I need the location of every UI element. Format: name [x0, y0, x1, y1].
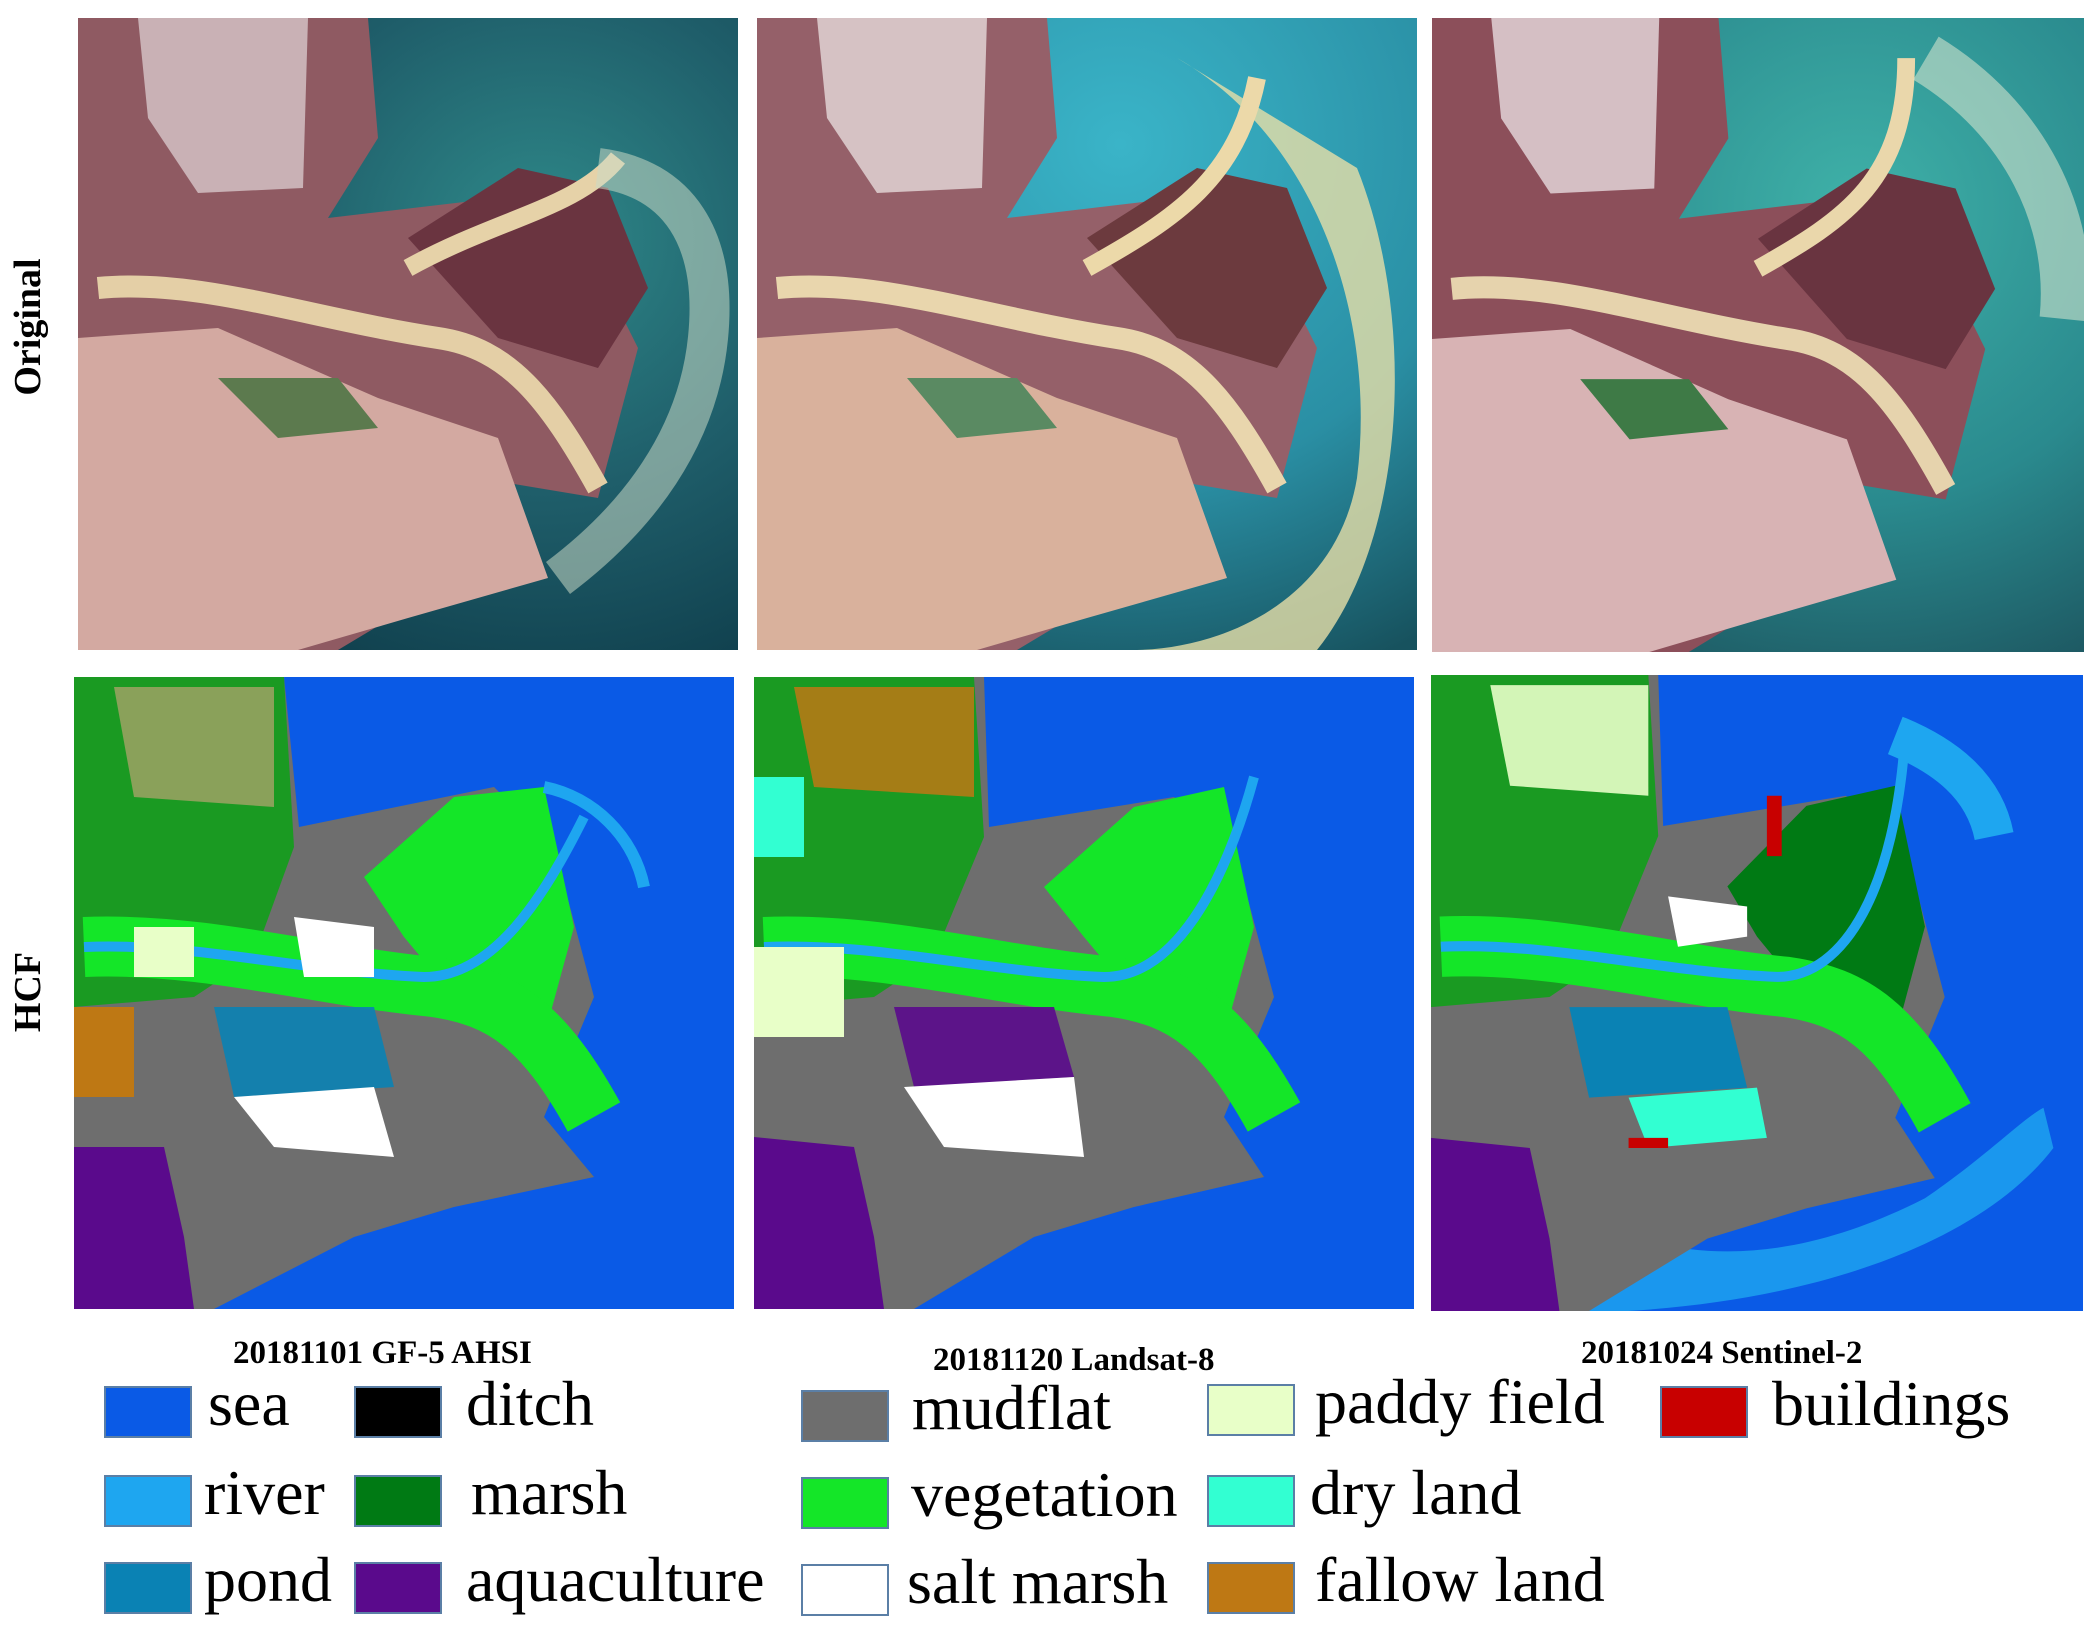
satellite-image-landsat8	[757, 18, 1417, 650]
classification-map-gf5	[74, 677, 734, 1309]
classification-map-sentinel2	[1431, 675, 2083, 1311]
legend-swatch-aquaculture	[354, 1562, 442, 1614]
legend-label-aquaculture: aquaculture	[466, 1544, 765, 1615]
legend-label-marsh: marsh	[471, 1457, 628, 1528]
legend-swatch-ditch	[354, 1386, 442, 1438]
classification-map-landsat8	[754, 677, 1414, 1309]
legend-label-mudflat: mudflat	[912, 1372, 1112, 1443]
legend-swatch-paddy-field	[1207, 1384, 1295, 1436]
legend-swatch-river	[104, 1475, 192, 1527]
legend-swatch-dry-land	[1207, 1475, 1295, 1527]
satellite-image-sentinel2	[1432, 18, 2084, 652]
legend-swatch-vegetation	[801, 1477, 889, 1529]
legend-label-sea: sea	[208, 1368, 290, 1439]
legend-label-salt-marsh: salt marsh	[907, 1546, 1169, 1617]
legend-label-dry-land: dry land	[1310, 1457, 1522, 1528]
row-label-hcf: HCF	[7, 951, 49, 1033]
legend-swatch-sea	[104, 1386, 192, 1438]
row-label-original: Original	[7, 258, 49, 396]
legend-label-ditch: ditch	[466, 1368, 594, 1439]
caption-sentinel2: 20181024 Sentinel-2	[1581, 1335, 1863, 1371]
caption-gf5: 20181101 GF-5 AHSI	[233, 1335, 532, 1371]
legend-label-fallow-land: fallow land	[1315, 1544, 1605, 1615]
legend-label-river: river	[204, 1457, 325, 1528]
legend-swatch-salt-marsh	[801, 1564, 889, 1616]
legend-swatch-pond	[104, 1562, 192, 1614]
legend-label-pond: pond	[204, 1544, 332, 1615]
legend-swatch-fallow-land	[1207, 1562, 1295, 1614]
legend-swatch-marsh	[354, 1475, 442, 1527]
satellite-image-gf5	[78, 18, 738, 650]
legend-swatch-mudflat	[801, 1390, 889, 1442]
legend-swatch-buildings	[1660, 1386, 1748, 1438]
legend-label-paddy-field: paddy field	[1315, 1366, 1605, 1437]
legend-label-vegetation: vegetation	[911, 1459, 1178, 1530]
legend-label-buildings: buildings	[1772, 1368, 2011, 1439]
caption-landsat8: 20181120 Landsat-8	[933, 1342, 1215, 1378]
